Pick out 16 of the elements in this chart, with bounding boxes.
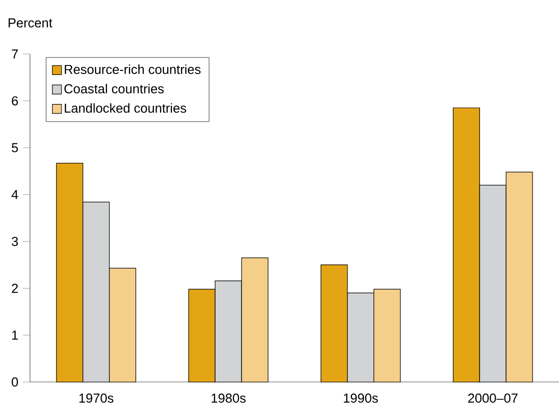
y-tick-label: 5 xyxy=(12,143,18,152)
y-tick-label: 4 xyxy=(12,190,18,200)
y-tick-label: 3 xyxy=(12,236,18,246)
x-tick-label: 1990s xyxy=(344,394,378,403)
y-tick-label: 2 xyxy=(12,284,18,293)
y-axis-title: Percent xyxy=(8,18,52,28)
x-tick-label: 1980s xyxy=(212,394,246,403)
legend-label: Coastal countries xyxy=(64,84,164,94)
legend-label: Landlocked countries xyxy=(64,103,186,113)
x-tick-label: 2000–07 xyxy=(468,394,518,403)
y-tick-label: 0 xyxy=(12,377,18,387)
x-tick-label: 1970s xyxy=(79,394,114,403)
legend-label: Resource-rich countries xyxy=(64,64,201,74)
y-tick-label: 7 xyxy=(12,50,18,58)
y-tick-label: 6 xyxy=(12,96,18,106)
y-tick-label: 1 xyxy=(12,330,18,340)
